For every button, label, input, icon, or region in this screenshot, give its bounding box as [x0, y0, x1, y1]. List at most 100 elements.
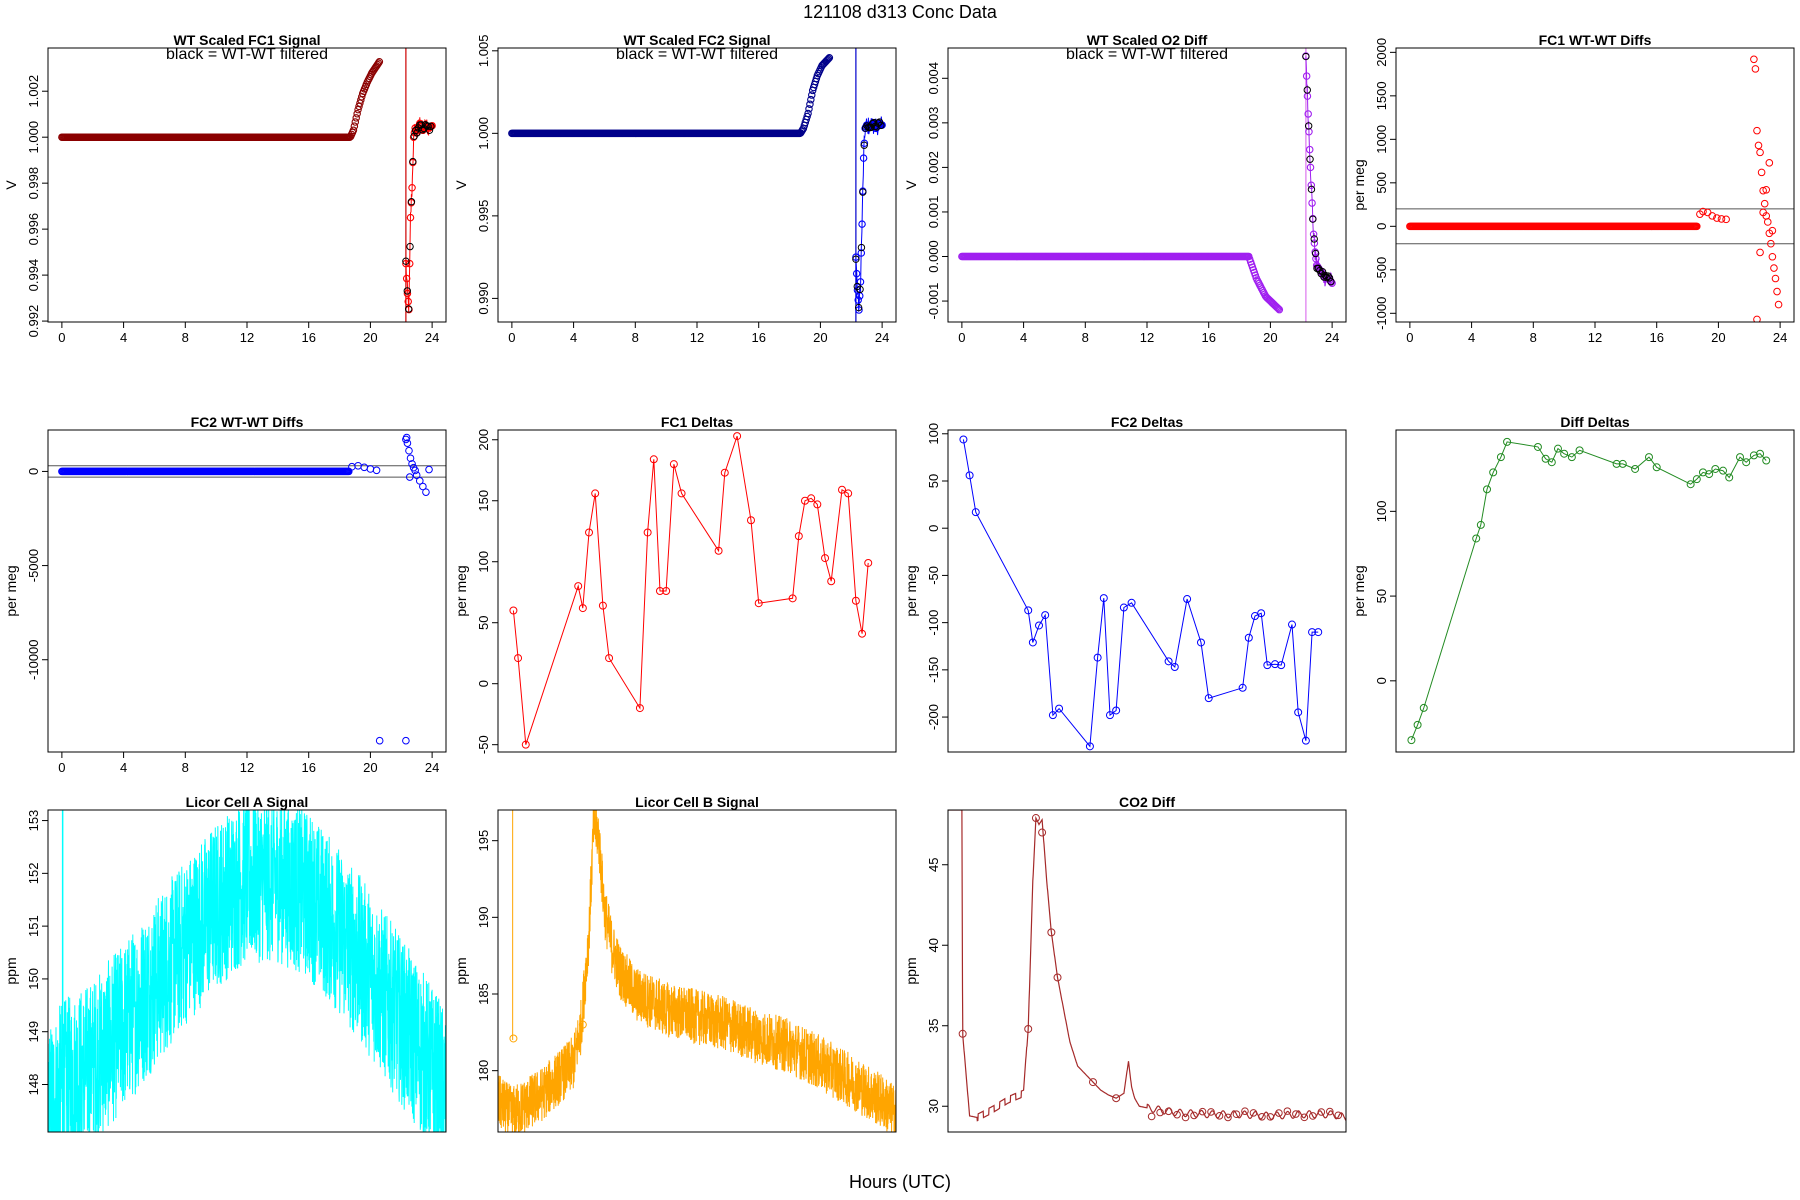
x-tick-label: 8 [1530, 330, 1537, 345]
data-point [1258, 1112, 1266, 1121]
data-point [1105, 711, 1114, 720]
data-point [859, 154, 868, 162]
y-tick-label: 0.001 [926, 196, 941, 229]
data-point [585, 528, 594, 537]
chart-annotation: black = WT-WT filtered [1066, 46, 1228, 63]
data-point [1496, 453, 1505, 462]
data-point [1768, 226, 1777, 235]
data-point [402, 736, 410, 745]
data-point [1308, 199, 1316, 207]
data-point [1275, 305, 1284, 314]
data-point [1753, 126, 1761, 135]
y-tick-label: -200 [926, 704, 941, 730]
plot-area [58, 48, 436, 322]
data-point [578, 1020, 587, 1029]
data-point [514, 654, 523, 663]
data-point [852, 253, 860, 261]
data-point [1048, 711, 1057, 720]
x-tick-label: 16 [751, 330, 765, 345]
data-point [1760, 199, 1769, 208]
plot-area [1396, 55, 1794, 322]
data-point [1765, 159, 1774, 167]
data-point [1224, 1113, 1232, 1122]
chart-annotation: black = WT-WT filtered [616, 46, 778, 63]
x-tick-label: 4 [570, 330, 577, 345]
data-point [1288, 620, 1297, 629]
data-point [1112, 1094, 1121, 1103]
data-point [806, 100, 814, 109]
data-point [1249, 1109, 1258, 1117]
y-axis-label: per meg [1351, 565, 1367, 616]
x-tick-label: 12 [690, 330, 704, 345]
x-tick-label: 0 [508, 330, 515, 345]
filtered-point [425, 126, 434, 134]
data-point [1198, 1107, 1207, 1116]
filtered-point [859, 188, 867, 196]
chart-p9: Licor Cell A Signal ppm 148 149 150 151 152 153 [3, 794, 447, 1133]
data-point [851, 596, 860, 605]
data-point [1751, 65, 1760, 73]
data-point [1035, 621, 1044, 630]
x-tick-label: 0 [1406, 330, 1413, 345]
data-point [1266, 1113, 1275, 1121]
data-point [1489, 468, 1498, 477]
y-tick-label: 100 [926, 423, 941, 445]
y-tick-label: 0.000 [926, 240, 941, 273]
data-point [1742, 458, 1751, 467]
data-point [1273, 304, 1282, 312]
y-tick-label: 152 [26, 862, 41, 884]
data-point [1307, 181, 1316, 189]
plot-frame [497, 47, 897, 323]
x-tick-label: 24 [425, 760, 439, 775]
data-point [1693, 222, 1701, 231]
data-point [411, 466, 419, 475]
data-point [669, 460, 678, 469]
y-tick-label: -0.001 [926, 283, 941, 320]
data-point [591, 489, 600, 498]
data-point [1699, 207, 1707, 216]
y-tick-label: 30 [926, 1099, 941, 1113]
data-point [406, 213, 415, 222]
data-point [1305, 128, 1313, 136]
data-point [1099, 594, 1108, 603]
data-point [807, 95, 815, 104]
chart-p6: FC1 Deltas per meg -50 0 50 100 150 200 [453, 414, 897, 754]
y-tick-label: 1.005 [476, 35, 491, 68]
filtered-point [1302, 52, 1310, 61]
data-point [854, 296, 862, 304]
data-point [1771, 274, 1780, 283]
y-tick-label: 149 [26, 1021, 41, 1043]
data-point [374, 59, 383, 67]
data-point [965, 471, 974, 480]
y-axis-label: per meg [453, 565, 469, 616]
plot-area [948, 810, 1346, 1122]
data-point [350, 122, 359, 130]
data-point [1053, 973, 1062, 982]
filtered-point [404, 305, 413, 313]
data-point [1762, 456, 1771, 465]
y-tick-label: 0 [926, 525, 941, 532]
x-tick-label: 8 [632, 330, 639, 345]
data-point [1644, 453, 1653, 462]
data-point [349, 126, 358, 135]
data-point [405, 473, 414, 481]
plot-area [48, 433, 446, 745]
x-tick-label: 20 [813, 330, 827, 345]
y-tick-label: -100 [926, 610, 941, 636]
y-tick-label: -50 [926, 566, 941, 585]
data-point [1722, 215, 1730, 224]
y-tick-label: 100 [1374, 500, 1389, 522]
data-point [808, 91, 816, 99]
data-point [1560, 449, 1569, 458]
data-point [402, 274, 411, 283]
data-point [405, 446, 413, 455]
chart-p8: Diff Deltas per meg 0 50 100 [1351, 414, 1795, 753]
data-point [1294, 708, 1303, 717]
data-point [1181, 1113, 1190, 1122]
data-point [1055, 704, 1064, 713]
data-point [1618, 459, 1627, 468]
y-tick-label: 148 [26, 1074, 41, 1096]
data-point [1170, 663, 1179, 672]
plot-frame [947, 47, 1347, 323]
